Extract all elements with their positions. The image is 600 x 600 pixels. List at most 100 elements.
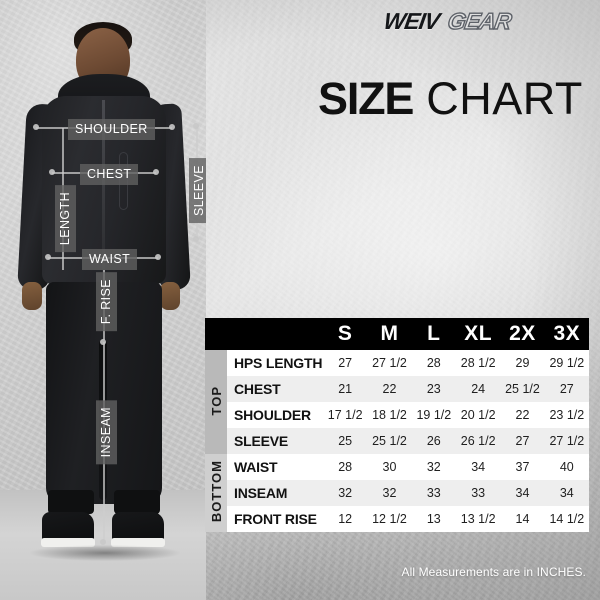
page-title-bold: SIZE: [318, 73, 414, 124]
cell-hps-length-l: 28: [411, 350, 456, 376]
cell-inseam-s: 32: [323, 480, 368, 506]
cell-chest-3x: 27: [544, 376, 589, 402]
header-size-l: L: [411, 318, 456, 350]
cell-sleeve-2x: 27: [500, 428, 545, 454]
table-body: TOP HPS LENGTH 27 27 1/2 28 28 1/2 29 29…: [205, 350, 589, 532]
callout-label-f-rise: F. RISE: [96, 272, 117, 332]
shoulder-endpoint-right-dot: [169, 124, 175, 130]
chest-endpoint-left-dot: [49, 169, 55, 175]
model-hoodie-zipper: [102, 100, 105, 280]
sleeve-endpoint-bottom-dot: [193, 236, 199, 242]
cell-front-rise-3x: 14 1/2: [544, 506, 589, 532]
row-measurement-sleeve: SLEEVE: [227, 428, 323, 454]
model-ground-shadow: [30, 545, 180, 561]
cell-sleeve-s: 25: [323, 428, 368, 454]
group-label-bottom: BOTTOM: [205, 454, 227, 532]
cell-chest-2x: 25 1/2: [500, 376, 545, 402]
cell-sleeve-m: 25 1/2: [367, 428, 412, 454]
model-right-cuff: [114, 490, 160, 514]
group-label-top: TOP: [205, 350, 227, 454]
cell-shoulder-3x: 23 1/2: [544, 402, 589, 428]
waist-endpoint-left-dot: [45, 254, 51, 260]
header-size-3x: 3X: [544, 318, 589, 350]
cell-shoulder-l: 19 1/2: [411, 402, 456, 428]
model-left-cuff: [48, 490, 94, 514]
model-photo: SHOULDER CHEST LENGTH SLEEVE WAIST F. RI…: [0, 0, 206, 600]
cell-waist-2x: 37: [500, 454, 545, 480]
cell-waist-l: 32: [411, 454, 456, 480]
row-measurement-hps-length: HPS LENGTH: [227, 350, 323, 376]
size-chart-table: S M L XL 2X 3X TOP HPS LENGTH 27 27 1/2 …: [205, 318, 589, 532]
page-title: SIZE CHART: [318, 76, 583, 121]
header-corner-side: [205, 318, 227, 350]
row-measurement-waist: WAIST: [227, 454, 323, 480]
row-measurement-front-rise: FRONT RISE: [227, 506, 323, 532]
cell-front-rise-s: 12: [323, 506, 368, 532]
cell-sleeve-3x: 27 1/2: [544, 428, 589, 454]
header-size-2x: 2X: [500, 318, 545, 350]
cell-hps-length-3x: 29 1/2: [544, 350, 589, 376]
waist-endpoint-right-dot: [155, 254, 161, 260]
cell-inseam-xl: 33: [455, 480, 501, 506]
callout-label-sleeve: SLEEVE: [189, 158, 206, 224]
cell-chest-s: 21: [323, 376, 368, 402]
measurement-units-note: All Measurements are in INCHES.: [401, 565, 586, 579]
model-left-sole: [41, 538, 95, 547]
group-label-top-text: TOP: [208, 385, 224, 416]
callout-label-waist: WAIST: [82, 249, 138, 270]
cell-hps-length-2x: 29: [500, 350, 545, 376]
model-left-hand: [22, 282, 42, 310]
cell-inseam-m: 32: [367, 480, 412, 506]
page-title-light: CHART: [413, 73, 583, 124]
cell-chest-m: 22: [367, 376, 412, 402]
header-size-m: M: [367, 318, 412, 350]
cell-shoulder-m: 18 1/2: [367, 402, 412, 428]
cell-hps-length-m: 27 1/2: [367, 350, 412, 376]
cell-inseam-3x: 34: [544, 480, 589, 506]
header-size-xl: XL: [455, 318, 501, 350]
callout-label-length: LENGTH: [55, 185, 76, 253]
row-measurement-chest: CHEST: [227, 376, 323, 402]
cell-waist-s: 28: [323, 454, 368, 480]
cell-front-rise-m: 12 1/2: [367, 506, 412, 532]
cell-inseam-2x: 34: [500, 480, 545, 506]
brand-logo-gear: GEAR: [445, 7, 513, 34]
row-measurement-inseam: INSEAM: [227, 480, 323, 506]
table-row: FRONT RISE 12 12 1/2 13 13 1/2 14 14 1/2: [205, 506, 589, 532]
brand-logo: WEIV GEAR: [382, 7, 513, 35]
cell-front-rise-xl: 13 1/2: [455, 506, 501, 532]
cell-sleeve-xl: 26 1/2: [455, 428, 501, 454]
cell-waist-3x: 40: [544, 454, 589, 480]
cell-front-rise-l: 13: [411, 506, 456, 532]
group-label-bottom-text: BOTTOM: [208, 460, 224, 523]
inseam-endpoint-bottom-dot: [100, 539, 106, 545]
callout-label-inseam: INSEAM: [96, 400, 117, 465]
header-size-s: S: [323, 318, 368, 350]
table-header-row: S M L XL 2X 3X: [205, 318, 589, 350]
cell-shoulder-xl: 20 1/2: [455, 402, 501, 428]
callout-label-shoulder: SHOULDER: [68, 119, 155, 140]
cell-inseam-l: 33: [411, 480, 456, 506]
cell-waist-xl: 34: [455, 454, 501, 480]
sleeve-endpoint-top-dot: [193, 123, 199, 129]
cell-chest-xl: 24: [455, 376, 501, 402]
table-row: CHEST 21 22 23 24 25 1/2 27: [205, 376, 589, 402]
cell-front-rise-2x: 14: [500, 506, 545, 532]
table-row: TOP HPS LENGTH 27 27 1/2 28 28 1/2 29 29…: [205, 350, 589, 454]
shoulder-endpoint-left-dot: [33, 124, 39, 130]
row-measurement-shoulder: SHOULDER: [227, 402, 323, 428]
model-right-hand: [160, 282, 180, 310]
cell-shoulder-s: 17 1/2: [323, 402, 368, 428]
model-right-sole: [111, 538, 165, 547]
table-row: INSEAM 32 32 33 33 34 34: [205, 480, 589, 506]
table-row: SHOULDER 17 1/2 18 1/2 19 1/2 20 1/2 22 …: [205, 402, 589, 428]
cell-waist-m: 30: [367, 454, 412, 480]
chest-endpoint-right-dot: [153, 169, 159, 175]
cell-hps-length-s: 27: [323, 350, 368, 376]
cell-chest-l: 23: [411, 376, 456, 402]
cell-sleeve-l: 26: [411, 428, 456, 454]
brand-logo-weiv: WEIV: [382, 8, 441, 34]
callout-label-chest: CHEST: [80, 164, 139, 185]
size-chart-table-container: S M L XL 2X 3X TOP HPS LENGTH 27 27 1/2 …: [205, 318, 589, 532]
cell-hps-length-xl: 28 1/2: [455, 350, 501, 376]
